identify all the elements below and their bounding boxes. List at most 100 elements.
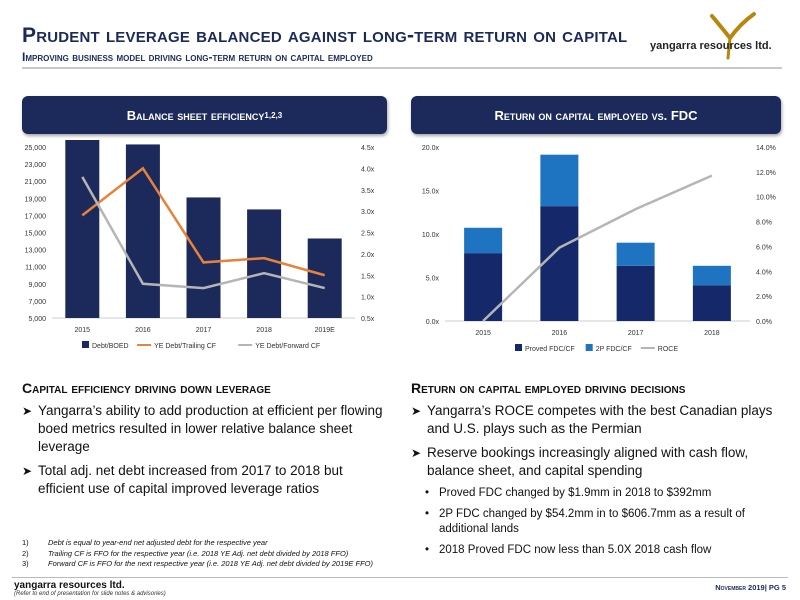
- y2-tick-label: 10.0%: [756, 195, 776, 202]
- balance-sheet-chart: 25,000 23,000 21,000 19,000 17,000 15,000 13,0…: [25, 140, 375, 350]
- left-bullet-list: ➤ Yangarra’s ability to add production at…: [22, 402, 392, 504]
- bar: [307, 238, 342, 318]
- legend-swatch: [82, 341, 89, 348]
- y-tick-label: 15,000: [25, 231, 47, 238]
- y-tick-label: 13,000: [25, 248, 47, 255]
- sub-list-item: • 2018 Proved FDC now less than 5.0X 2018…: [425, 543, 789, 558]
- list-item: ➤ Yangarra’s ROCE competes with the best …: [411, 402, 789, 438]
- right-section-title: Return on capital employed driving decis…: [411, 380, 686, 396]
- legend-swatch: [515, 344, 522, 351]
- y2-tick-label: 2.0%: [756, 294, 772, 301]
- footnote-text: Forward CF is FFO for the next respectiv…: [48, 559, 374, 568]
- footnote-number: 1): [22, 538, 29, 547]
- footnote-number: 2): [22, 548, 29, 558]
- legend-label: Proved FDC/CF: [525, 346, 575, 353]
- x-tick-label: 2017: [628, 330, 644, 337]
- bar: [125, 144, 160, 318]
- y2-tick-label: 12.0%: [756, 170, 776, 177]
- y2-tick-label: 4.5x: [361, 145, 375, 152]
- balance-sheet-panel-header: Balance sheet efficiency 1,2,3: [22, 96, 387, 134]
- dot-bullet-icon: •: [425, 544, 430, 556]
- y-tick-label: 11,000: [25, 265, 46, 272]
- footer-note: (Refer to end of presentation for slide …: [14, 591, 166, 597]
- arrow-bullet-icon: ➤: [411, 446, 422, 460]
- y2-tick-label: 0.0%: [756, 319, 772, 326]
- y2-tick-label: 4.0%: [756, 269, 772, 276]
- y-tick-label: 5,000: [28, 316, 46, 323]
- x-tick-label: 2018: [256, 327, 272, 334]
- footnote: 3) Forward CF is FFO for the next respect…: [22, 559, 373, 570]
- left-section-title: Capital efficiency driving down leverage: [22, 380, 271, 396]
- series-line: [81, 166, 326, 277]
- bar: [464, 227, 503, 254]
- bullet-text: Yangarra’s ability to add production at …: [38, 403, 383, 454]
- bar: [464, 253, 503, 321]
- legend-label: 2P FDC/CF: [596, 346, 632, 353]
- footnote-text: Debt is equal to year-end net adjusted d…: [48, 538, 268, 547]
- bar: [616, 265, 655, 321]
- x-tick-label: 2015: [475, 330, 491, 337]
- legend-label: YE Debt/Trailing CF: [154, 343, 216, 350]
- y2-tick-label: 0.5x: [361, 316, 375, 323]
- sub-bullet-text: 2018 Proved FDC now less than 5.0X 2018 …: [439, 544, 712, 556]
- bullet-text: Yangarra’s ROCE competes with the best C…: [427, 403, 773, 436]
- roce-panel-title: Return on capital employed vs. FDC: [494, 107, 698, 123]
- x-tick-label: 2015: [75, 327, 91, 334]
- y-tick-label: 9,000: [28, 282, 46, 289]
- right-bullet-list: ➤ Yangarra’s ROCE competes with the best …: [411, 402, 789, 564]
- sub-list-item: • 2P FDC changed by $54.2mm in to $606.7m…: [425, 507, 789, 537]
- footer-divider: [12, 577, 788, 578]
- x-tick-label: 2017: [196, 327, 212, 334]
- legend-label: ROCE: [658, 346, 679, 353]
- y-tick-label: 19,000: [25, 196, 47, 203]
- title-divider: [22, 67, 782, 69]
- logo-y-mark: [710, 12, 756, 60]
- y-tick-label: 7,000: [28, 299, 46, 306]
- y2-tick-label: 14.0%: [756, 145, 776, 152]
- company-logo: yangarra resources ltd.: [650, 10, 790, 60]
- y2-tick-label: 1.0x: [361, 295, 375, 302]
- bullet-text: Total adj. net debt increased from 2017 …: [38, 463, 343, 496]
- arrow-bullet-icon: ➤: [22, 404, 33, 418]
- page-number: November 2019| PG 5: [715, 583, 786, 592]
- series-line: [482, 174, 713, 322]
- y2-tick-label: 1.5x: [361, 273, 375, 280]
- bullet-text: Reserve bookings increasingly aligned wi…: [427, 445, 749, 478]
- y2-tick-label: 6.0%: [756, 244, 772, 251]
- footnote: 1) Debt is equal to year-end net adjusted…: [22, 538, 373, 549]
- arrow-bullet-icon: ➤: [411, 404, 422, 418]
- footer-logo: yangarra resources ltd.: [14, 580, 125, 591]
- y-tick-label: 21,000: [25, 179, 47, 186]
- y2-tick-label: 3.0x: [361, 209, 375, 216]
- bar: [186, 197, 221, 318]
- x-tick-label: 2018: [704, 330, 720, 337]
- legend-label: YE Debt/Forward CF: [255, 343, 320, 350]
- x-tick-label: 2016: [552, 330, 568, 337]
- page-title: Prudent leverage balanced against long-t…: [22, 24, 628, 47]
- list-item: ➤ Reserve bookings increasingly aligned w…: [411, 444, 789, 480]
- roce-chart: 20.0x 15.0x 10.0x 5.0x 0.0x 14.0% 12.0% 10.0% 8.…: [422, 145, 776, 353]
- bar: [616, 242, 655, 266]
- footnotes: 1) Debt is equal to year-end net adjusted…: [22, 538, 373, 570]
- sub-list-item: • Proved FDC changed by $1.9mm in 2018 to…: [425, 486, 789, 501]
- bar: [692, 285, 731, 321]
- footnote: 2) Trailing CF is FFO for the respective …: [22, 549, 373, 560]
- series-line: [81, 176, 325, 290]
- legend-label: Debt/BOED: [92, 343, 129, 350]
- bar: [692, 265, 731, 286]
- list-item: ➤ Yangarra’s ability to add production at…: [22, 402, 392, 456]
- panel-footnote-ref: 1,2,3: [264, 110, 283, 120]
- list-item: ➤ Total adj. net debt increased from 2017…: [22, 462, 392, 498]
- y-tick-label: 5.0x: [426, 276, 440, 283]
- y2-tick-label: 3.5x: [361, 188, 375, 195]
- arrow-bullet-icon: ➤: [22, 464, 33, 478]
- bar: [540, 206, 579, 321]
- legend-swatch: [585, 344, 593, 351]
- y2-tick-label: 4.0x: [361, 166, 375, 173]
- bar: [65, 140, 100, 318]
- dot-bullet-icon: •: [425, 487, 430, 499]
- y-tick-label: 15.0x: [422, 189, 440, 196]
- bar: [540, 154, 579, 207]
- y-tick-label: 23,000: [25, 162, 47, 169]
- dot-bullet-icon: •: [425, 508, 430, 520]
